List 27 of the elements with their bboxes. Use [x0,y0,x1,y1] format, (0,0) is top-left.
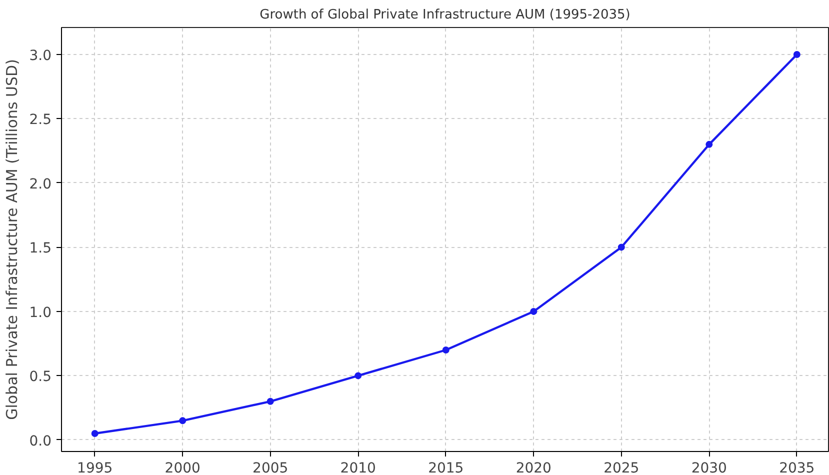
x-tick-label: 2030 [691,460,727,475]
point [91,430,98,438]
y-axis-title: Global Private Infrastructure AUM (Trillions USD) [3,59,22,420]
x-tick-label: 2000 [164,460,200,475]
point [706,140,713,148]
x-tick-label: 2005 [252,460,288,475]
point [266,398,274,405]
y-tick-label: 2.5 [29,112,52,128]
y-tick-label: 1.0 [29,304,52,321]
chart-title: Growth of Global Private Infrastructure AUM (1995-2035) [260,8,630,22]
x-tick-label: 2010 [340,460,376,475]
point [618,244,625,251]
x-tick-label: 2025 [604,460,640,475]
y-tick-label: 0.5 [29,369,52,386]
y-tick-label: 3.0 [29,48,52,64]
x-tick-label: 2020 [516,460,552,475]
point [354,372,362,380]
point [530,308,538,315]
x-tick-label: 2015 [428,460,464,475]
y-tick-label: 0.0 [29,433,52,450]
y-tick-label: 1.5 [29,240,52,257]
x-tick-label: 1995 [77,460,113,475]
point [442,346,450,354]
y-tick-label: 2.0 [29,176,52,192]
point [179,417,186,424]
point [793,50,800,58]
x-tick-label: 2035 [779,460,815,475]
